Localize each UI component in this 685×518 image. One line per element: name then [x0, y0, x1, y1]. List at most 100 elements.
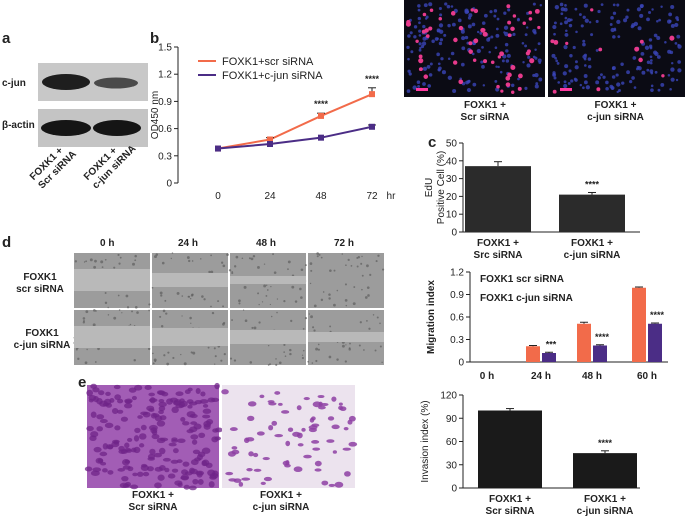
- wound-image-cell: [304, 264, 307, 267]
- wound-image-cell: [382, 268, 385, 271]
- invasion-cell-cjun: [311, 423, 320, 428]
- wound-image-cell: [210, 305, 212, 308]
- edu-image-scr-nucleus: [437, 62, 441, 66]
- wound-image-cell: [243, 285, 247, 289]
- invasion-cell-scr: [149, 397, 156, 404]
- wound-image: [308, 253, 384, 308]
- panel-c-y-tick-label: 30: [446, 174, 458, 185]
- edu-image-cjun-nucleus: [646, 68, 650, 72]
- invasion-cell-cjun: [282, 460, 290, 466]
- edu-image-cjun-nucleus: [568, 23, 573, 28]
- edu-image-scr-nucleus: [422, 24, 426, 29]
- edu-image-cjun-nucleus: [583, 3, 588, 8]
- wound-image-cell: [92, 323, 96, 327]
- invasion-cell-scr: [190, 459, 199, 466]
- invasion-cell-scr: [90, 470, 100, 476]
- invasion-cell-scr: [158, 405, 166, 412]
- wound-image-cell: [85, 260, 88, 263]
- wound-image-cell: [278, 361, 282, 365]
- invasion-cell-scr: [96, 414, 105, 420]
- edu-image-cjun-nucleus: [656, 55, 661, 59]
- edu-caption-scr: FOXK1 + Scr siRNA: [460, 100, 510, 123]
- wound-image-cell: [275, 363, 278, 366]
- edu-image-scr-nucleus: [522, 61, 525, 64]
- edu-image-scr-nucleus: [461, 36, 466, 41]
- invasion-cell-cjun: [309, 417, 315, 423]
- wound-image-cell: [308, 313, 311, 315]
- edu-image-scr-edu-positive: [458, 25, 464, 31]
- wound-image-cell: [229, 357, 233, 360]
- invasion-cell-cjun: [344, 471, 351, 477]
- invasion-cell-cjun: [317, 394, 325, 399]
- wound-image-cell: [263, 263, 266, 265]
- edu-image-cjun-nucleus: [664, 40, 667, 44]
- wound-image-cell: [180, 353, 182, 356]
- edu-image-cjun-nucleus: [618, 89, 621, 93]
- edu-image-scr-nucleus: [464, 35, 469, 40]
- wound-image-cell: [344, 283, 347, 286]
- edu-image-scr-nucleus: [460, 29, 465, 34]
- wound-image-cell: [186, 256, 190, 259]
- panel-d-legend-label-0: FOXK1 scr siRNA: [480, 274, 564, 285]
- edu-image-scr-nucleus: [447, 23, 451, 28]
- edu-image-cjun-nucleus: [582, 15, 586, 19]
- invasion-cell-scr: [97, 458, 104, 463]
- panel-d-significance: ***: [546, 339, 557, 349]
- wound-image-cell: [75, 348, 78, 351]
- wound-image-cell: [113, 316, 117, 320]
- band-label-actin: β-actin: [2, 120, 35, 131]
- wound-image-cell: [129, 323, 132, 326]
- wound-image-cell: [345, 304, 348, 307]
- edu-image-scr-nucleus: [429, 62, 433, 66]
- edu-image-scr-nucleus: [505, 49, 509, 53]
- edu-image-scr-nucleus: [418, 29, 422, 33]
- wound-image-cell: [344, 299, 348, 302]
- edu-image-cjun-nucleus: [625, 15, 629, 19]
- wound-image-cell: [299, 287, 302, 291]
- edu-image-cjun-nucleus: [567, 18, 572, 23]
- wound-image-cell: [95, 310, 97, 312]
- edu-image-scr-edu-positive: [425, 34, 430, 38]
- edu-image-scr-nucleus: [532, 55, 536, 59]
- wound-image-cell: [85, 310, 89, 314]
- invasion-cell-scr: [183, 484, 190, 490]
- wound-image-cell: [203, 298, 206, 301]
- edu-image-cjun-nucleus: [639, 13, 644, 18]
- panel-d-y-tick-label: 0.3: [450, 335, 464, 346]
- wound-image-cell: [316, 255, 319, 258]
- wound-image-cell: [291, 285, 295, 289]
- wound-image-cell: [100, 260, 104, 264]
- edu-image-cjun-nucleus: [575, 30, 578, 34]
- wound-image-cell: [132, 262, 135, 266]
- invasion-cell-scr: [147, 456, 155, 461]
- edu-image-scr-nucleus: [466, 87, 472, 93]
- panel-b-point-0: [318, 112, 324, 119]
- edu-image-cjun-nucleus: [583, 74, 588, 78]
- edu-image-scr-nucleus: [436, 37, 439, 40]
- panel-c-x-tick-label: c-jun siRNA: [564, 250, 621, 261]
- invasion-cell-scr: [158, 447, 166, 455]
- edu-image-scr-edu-positive: [518, 73, 523, 79]
- edu-image-cjun-nucleus: [675, 78, 679, 82]
- edu-image-scr-nucleus: [417, 4, 421, 8]
- edu-image-cjun-nucleus: [612, 3, 616, 7]
- invasion-cell-scr: [203, 423, 211, 430]
- wound-image-cell: [84, 361, 88, 365]
- wound-image-cell: [211, 311, 215, 315]
- edu-image-scr-nucleus: [451, 22, 456, 27]
- wound-image-cell: [104, 301, 108, 305]
- edu-image-cjun-nucleus: [582, 42, 586, 47]
- invasion-cell-scr: [177, 438, 186, 443]
- edu-image-scr-nucleus: [460, 62, 465, 67]
- invasion-cell-cjun: [327, 416, 335, 421]
- edu-image-cjun-nucleus: [670, 77, 675, 82]
- edu-image-cjun-nucleus: [563, 80, 567, 84]
- edu-image-scr-edu-positive: [537, 25, 541, 30]
- invasion-cell-scr: [159, 415, 167, 421]
- edu-image-scr-nucleus: [538, 61, 542, 64]
- invasion-cell-scr: [196, 471, 203, 478]
- edu-image-cjun-nucleus: [600, 3, 604, 7]
- edu-image-scr-edu-positive: [534, 8, 540, 14]
- wound-image-cell: [166, 362, 170, 366]
- wound-image-cell: [153, 358, 157, 362]
